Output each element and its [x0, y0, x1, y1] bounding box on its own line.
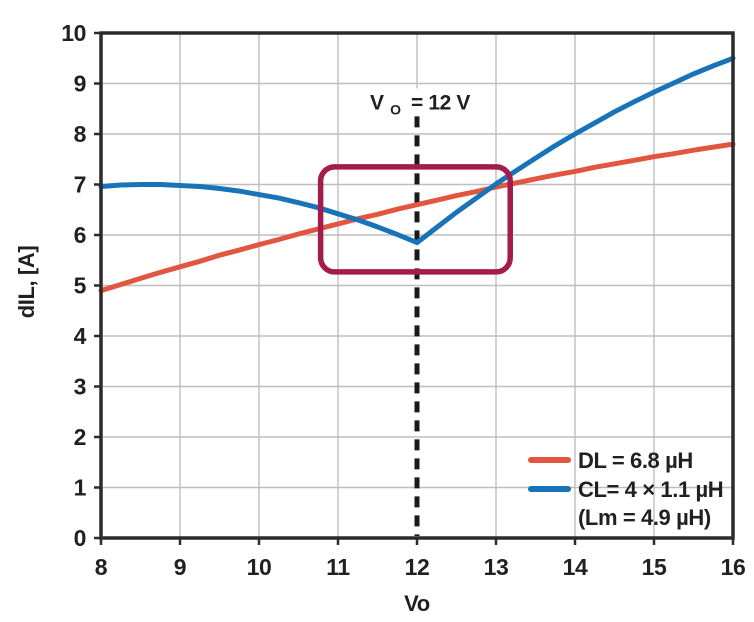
vline-label: V O = 12 V: [370, 91, 470, 119]
plot-frame: [99, 31, 735, 540]
x-tick-label: 14: [563, 554, 588, 580]
y-tick-label: 7: [74, 172, 86, 198]
x-tick-label: 10: [247, 554, 272, 580]
y-tick-label: 6: [74, 222, 86, 248]
y-tick-label: 8: [74, 121, 87, 147]
x-tick-label: 16: [721, 554, 746, 580]
y-tick-label: 9: [74, 71, 86, 97]
y-tick-label: 1: [74, 475, 87, 501]
legend-dl-label: DL = 6.8 µH: [578, 448, 693, 473]
y-tick-label: 2: [74, 424, 86, 450]
y-tick-label: 3: [74, 374, 86, 400]
y-tick-labels: 0 1 2 3 4 5 6 7 8 9 10: [61, 20, 87, 551]
dl-curve: [98, 141, 736, 294]
x-tick-labels: 8 9 10 11 12 13 14 15 16: [95, 554, 746, 580]
y-tick-label: 0: [74, 525, 86, 551]
highlight-box: [317, 164, 513, 275]
y-tick-label: 4: [74, 323, 87, 349]
vline-label-subscript: O: [390, 101, 401, 117]
x-tick-label: 13: [484, 554, 509, 580]
legend: DL = 6.8 µH CL= 4 × 1.1 µH (Lm = 4.9 µH): [528, 448, 724, 530]
y-axis-title: dIL, [A]: [14, 246, 39, 319]
x-tick-label: 15: [642, 554, 667, 580]
x-tick-label: 11: [326, 554, 350, 580]
vline-label-prefix: V: [370, 91, 384, 114]
vline-label-value: = 12 V: [411, 91, 470, 114]
x-tick-label: 12: [405, 554, 430, 580]
x-tick-label: 8: [95, 554, 108, 580]
cl-curve: [98, 55, 736, 246]
y-tick-label: 10: [61, 20, 86, 46]
x-axis-title: Vo: [404, 591, 430, 616]
legend-cl-label: CL= 4 × 1.1 µH: [578, 477, 723, 502]
y-tick-label: 5: [74, 273, 87, 299]
x-tick-label: 9: [174, 554, 186, 580]
legend-cl-label2: (Lm = 4.9 µH): [578, 505, 711, 530]
